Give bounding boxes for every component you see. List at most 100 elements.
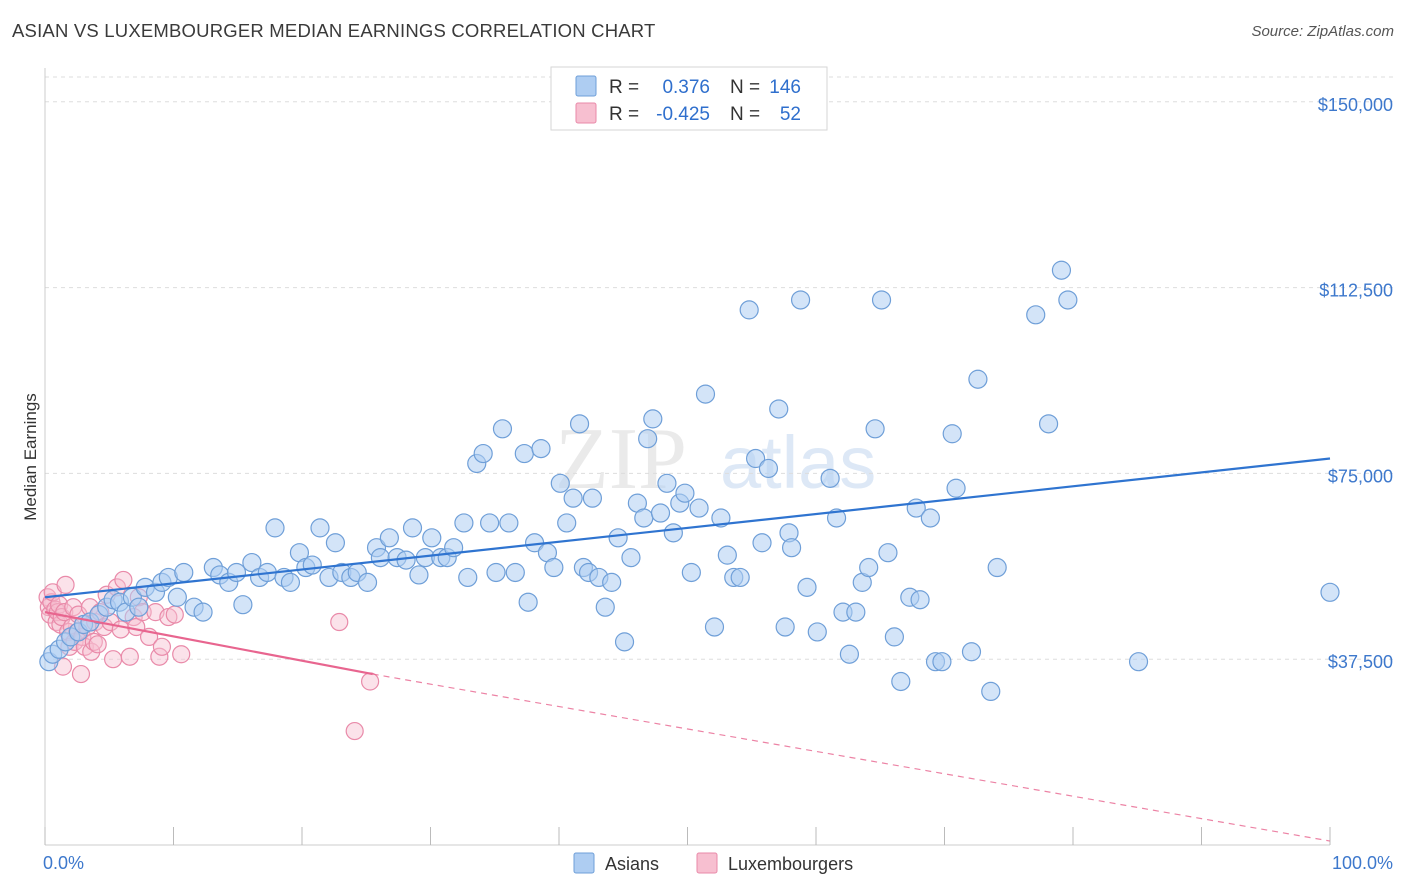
- data-point-asians: [310, 518, 330, 538]
- data-point-asians: [846, 602, 866, 622]
- gridlines: [45, 76, 1395, 660]
- stats-n-value-luxembourgers: 52: [780, 104, 801, 125]
- data-point-asians: [518, 592, 538, 612]
- data-point-asians: [458, 567, 478, 588]
- data-point-asians: [746, 448, 766, 469]
- data-point-asians: [865, 419, 885, 439]
- data-point-asians: [634, 508, 654, 528]
- data-point-asians: [942, 424, 962, 444]
- data-point-asians: [233, 595, 253, 615]
- x-tick-label: 0.0%: [43, 853, 84, 873]
- data-point-asians: [242, 552, 262, 573]
- stats-swatch-luxembourgers: [575, 102, 597, 124]
- data-point-luxembourgers: [165, 605, 184, 624]
- data-point-asians: [602, 572, 622, 592]
- data-point-asians: [193, 602, 213, 622]
- data-point-asians: [129, 597, 149, 617]
- legend-swatch-asians: [573, 852, 595, 874]
- data-point-asians: [638, 429, 658, 449]
- data-point-asians: [826, 508, 847, 528]
- data-point-asians: [531, 439, 551, 459]
- data-point-asians: [167, 587, 187, 607]
- data-point-asians: [758, 458, 779, 479]
- data-point-asians: [657, 473, 677, 493]
- stats-n-value-asians: 146: [769, 77, 801, 98]
- data-point-asians: [1058, 290, 1078, 310]
- stats-r-value-luxembourgers: -0.425: [656, 104, 710, 125]
- stats-box: R = 0.376 N = 146 R = -0.425 N = 52: [550, 66, 828, 131]
- trendline-asians: [44, 457, 1331, 599]
- stats-n-label-asians: N =: [730, 77, 760, 98]
- data-point-asians: [226, 562, 247, 583]
- data-point-asians: [582, 488, 603, 508]
- axes: [44, 68, 1331, 846]
- data-point-asians: [563, 488, 583, 508]
- data-point-luxembourgers: [152, 637, 172, 656]
- data-point-asians: [769, 399, 789, 419]
- series-luxembourgers: [38, 570, 380, 741]
- data-point-luxembourgers: [104, 650, 123, 669]
- data-point-asians: [174, 562, 194, 583]
- data-point-asians: [1051, 260, 1072, 280]
- stats-r-label-luxembourgers: R =: [609, 104, 639, 125]
- data-point-asians: [663, 523, 683, 543]
- data-point-asians: [325, 533, 346, 553]
- chart-title: ASIAN VS LUXEMBOURGER MEDIAN EARNINGS CO…: [12, 20, 656, 41]
- data-point-asians: [675, 483, 695, 503]
- data-point-luxembourgers: [111, 620, 130, 639]
- watermark-atlas: atlas: [720, 421, 876, 504]
- data-point-asians: [946, 478, 966, 498]
- data-point-asians: [505, 562, 525, 583]
- data-point-asians: [499, 513, 519, 533]
- y-tick-label: $112,500: [1319, 281, 1393, 301]
- data-point-luxembourgers: [71, 664, 91, 684]
- x-tick-label: 100.0%: [1332, 853, 1393, 873]
- stats-n-label-luxembourgers: N =: [730, 104, 760, 125]
- data-point-asians: [422, 528, 442, 548]
- data-point-asians: [265, 518, 285, 538]
- data-point-asians: [891, 671, 911, 692]
- y-tick-label: $150,000: [1318, 95, 1393, 115]
- data-point-asians: [569, 414, 590, 434]
- data-point-asians: [454, 513, 474, 533]
- data-point-asians: [859, 557, 879, 578]
- data-point-asians: [486, 562, 506, 583]
- data-point-asians: [681, 562, 701, 583]
- data-point-asians: [987, 557, 1007, 578]
- x-tick-labels: 0.0% 100.0%: [43, 853, 1393, 873]
- data-point-asians: [614, 632, 635, 652]
- data-point-luxembourgers: [330, 612, 349, 632]
- data-point-asians: [357, 572, 378, 592]
- data-point-asians: [871, 290, 892, 310]
- data-point-luxembourgers: [56, 575, 75, 594]
- data-point-asians: [621, 548, 641, 568]
- data-point-asians: [695, 384, 716, 404]
- data-point-asians: [752, 533, 772, 553]
- data-point-asians: [643, 409, 663, 429]
- legend-label-luxembourgers: Luxembourgers: [728, 854, 853, 874]
- data-point-asians: [492, 419, 513, 439]
- data-point-asians: [473, 443, 493, 464]
- data-point-asians: [595, 597, 615, 617]
- data-point-asians: [730, 567, 750, 588]
- data-point-asians: [968, 369, 988, 389]
- data-point-asians: [910, 590, 930, 610]
- data-point-asians: [807, 622, 827, 642]
- data-point-asians: [1128, 652, 1149, 672]
- data-point-asians: [981, 681, 1001, 702]
- data-point-asians: [711, 508, 731, 528]
- data-point-luxembourgers: [345, 721, 364, 741]
- legend-swatch-luxembourgers: [696, 852, 718, 874]
- data-point-asians: [689, 498, 709, 518]
- data-point-asians: [1320, 582, 1340, 602]
- stats-box-frame: [550, 66, 828, 131]
- stats-r-value-asians: 0.376: [662, 77, 710, 98]
- trendline-luxembourgers-extrapolated: [372, 673, 1331, 842]
- data-point-luxembourgers: [114, 570, 133, 590]
- data-point-luxembourgers: [88, 635, 107, 654]
- trendline-luxembourgers: [44, 611, 373, 676]
- legend-label-asians: Asians: [605, 854, 659, 874]
- y-tick-labels: $37,500 $75,000 $112,500 $150,000: [1318, 95, 1393, 672]
- data-point-asians: [402, 518, 423, 538]
- data-point-asians: [884, 627, 904, 647]
